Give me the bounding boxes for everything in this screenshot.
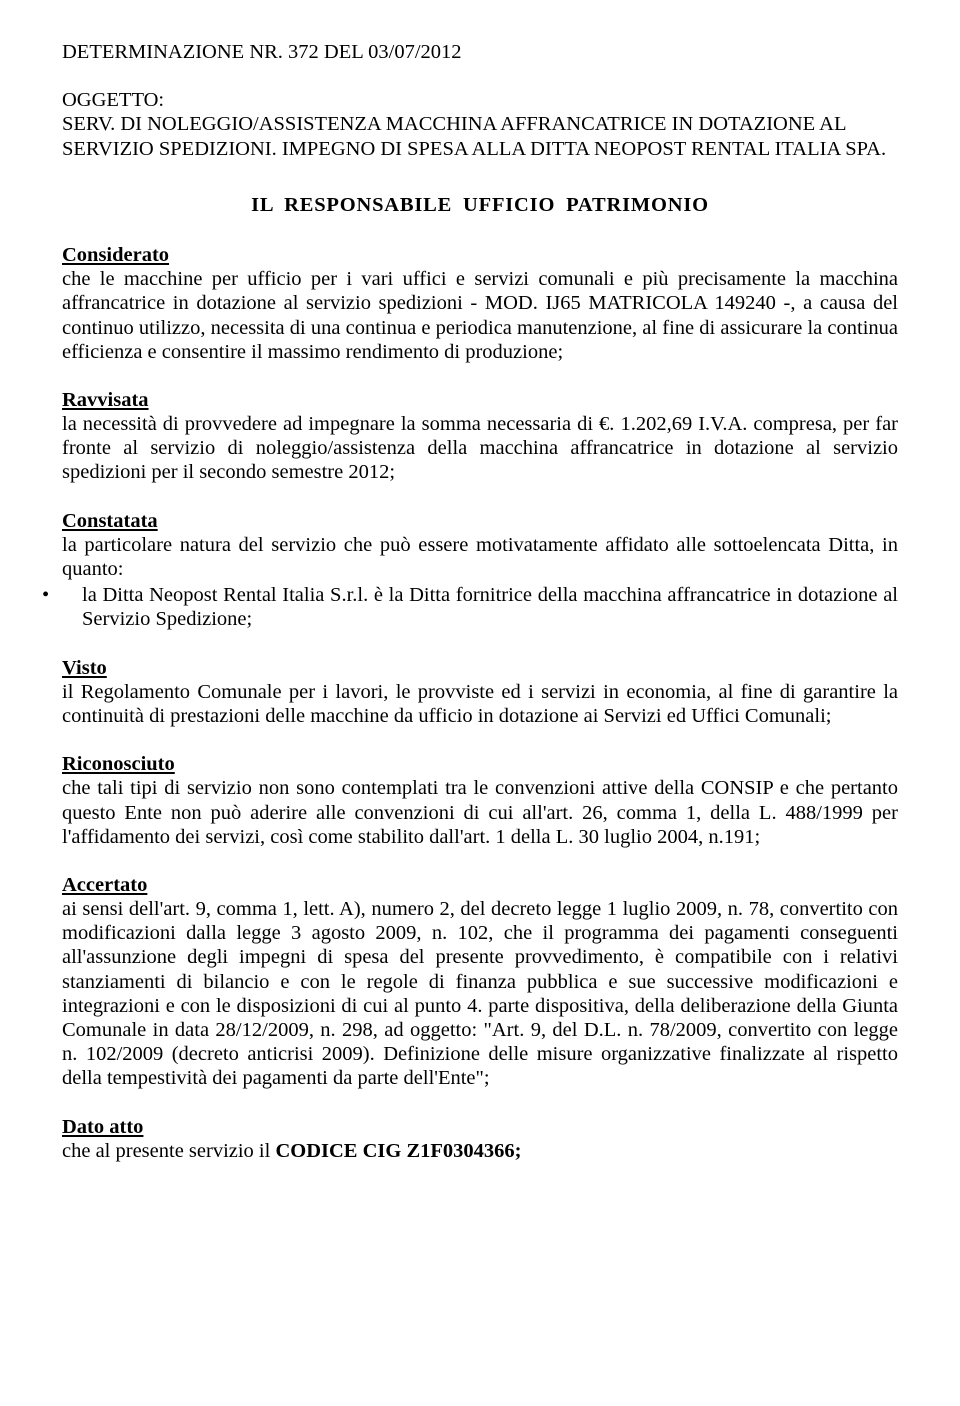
heading-riconosciuto: Riconosciuto — [62, 753, 175, 775]
section-ravvisata: Ravvisata la necessità di provvedere ad … — [62, 388, 898, 485]
section-accertato: Accertato ai sensi dell'art. 9, comma 1,… — [62, 873, 898, 1091]
body-considerato: che le macchine per ufficio per i vari u… — [62, 268, 898, 363]
body-datoatto-bold: CODICE CIG Z1F0304366; — [275, 1140, 521, 1162]
oggetto-block: OGGETTO: SERV. DI NOLEGGIO/ASSISTENZA MA… — [62, 88, 898, 161]
section-constatata: Constatata la particolare natura del ser… — [62, 509, 898, 632]
body-accertato: ai sensi dell'art. 9, comma 1, lett. A),… — [62, 898, 898, 1089]
section-visto: Visto il Regolamento Comunale per i lavo… — [62, 656, 898, 729]
body-constatata: la particolare natura del servizio che p… — [62, 534, 898, 580]
body-ravvisata: la necessità di provvedere ad impegnare … — [62, 413, 898, 483]
section-considerato: Considerato che le macchine per ufficio … — [62, 243, 898, 364]
document-title: IL RESPONSABILE UFFICIO PATRIMONIO — [62, 193, 898, 217]
heading-considerato: Considerato — [62, 244, 169, 266]
body-datoatto-prefix: che al presente servizio il — [62, 1140, 275, 1162]
heading-accertato: Accertato — [62, 874, 147, 896]
oggetto-text: SERV. DI NOLEGGIO/ASSISTENZA MACCHINA AF… — [62, 113, 886, 159]
heading-datoatto: Dato atto — [62, 1116, 143, 1138]
section-riconosciuto: Riconosciuto che tali tipi di servizio n… — [62, 752, 898, 849]
body-visto: il Regolamento Comunale per i lavori, le… — [62, 681, 898, 727]
document-header: DETERMINAZIONE NR. 372 DEL 03/07/2012 — [62, 40, 898, 64]
page-container: DETERMINAZIONE NR. 372 DEL 03/07/2012 OG… — [0, 0, 960, 1237]
heading-constatata: Constatata — [62, 510, 158, 532]
heading-ravvisata: Ravvisata — [62, 389, 149, 411]
bullet-constatata: la Ditta Neopost Rental Italia S.r.l. è … — [62, 583, 898, 631]
heading-visto: Visto — [62, 657, 107, 679]
body-riconosciuto: che tali tipi di servizio non sono conte… — [62, 777, 898, 847]
section-datoatto: Dato atto che al presente servizio il CO… — [62, 1115, 898, 1163]
oggetto-label: OGGETTO: — [62, 88, 898, 112]
